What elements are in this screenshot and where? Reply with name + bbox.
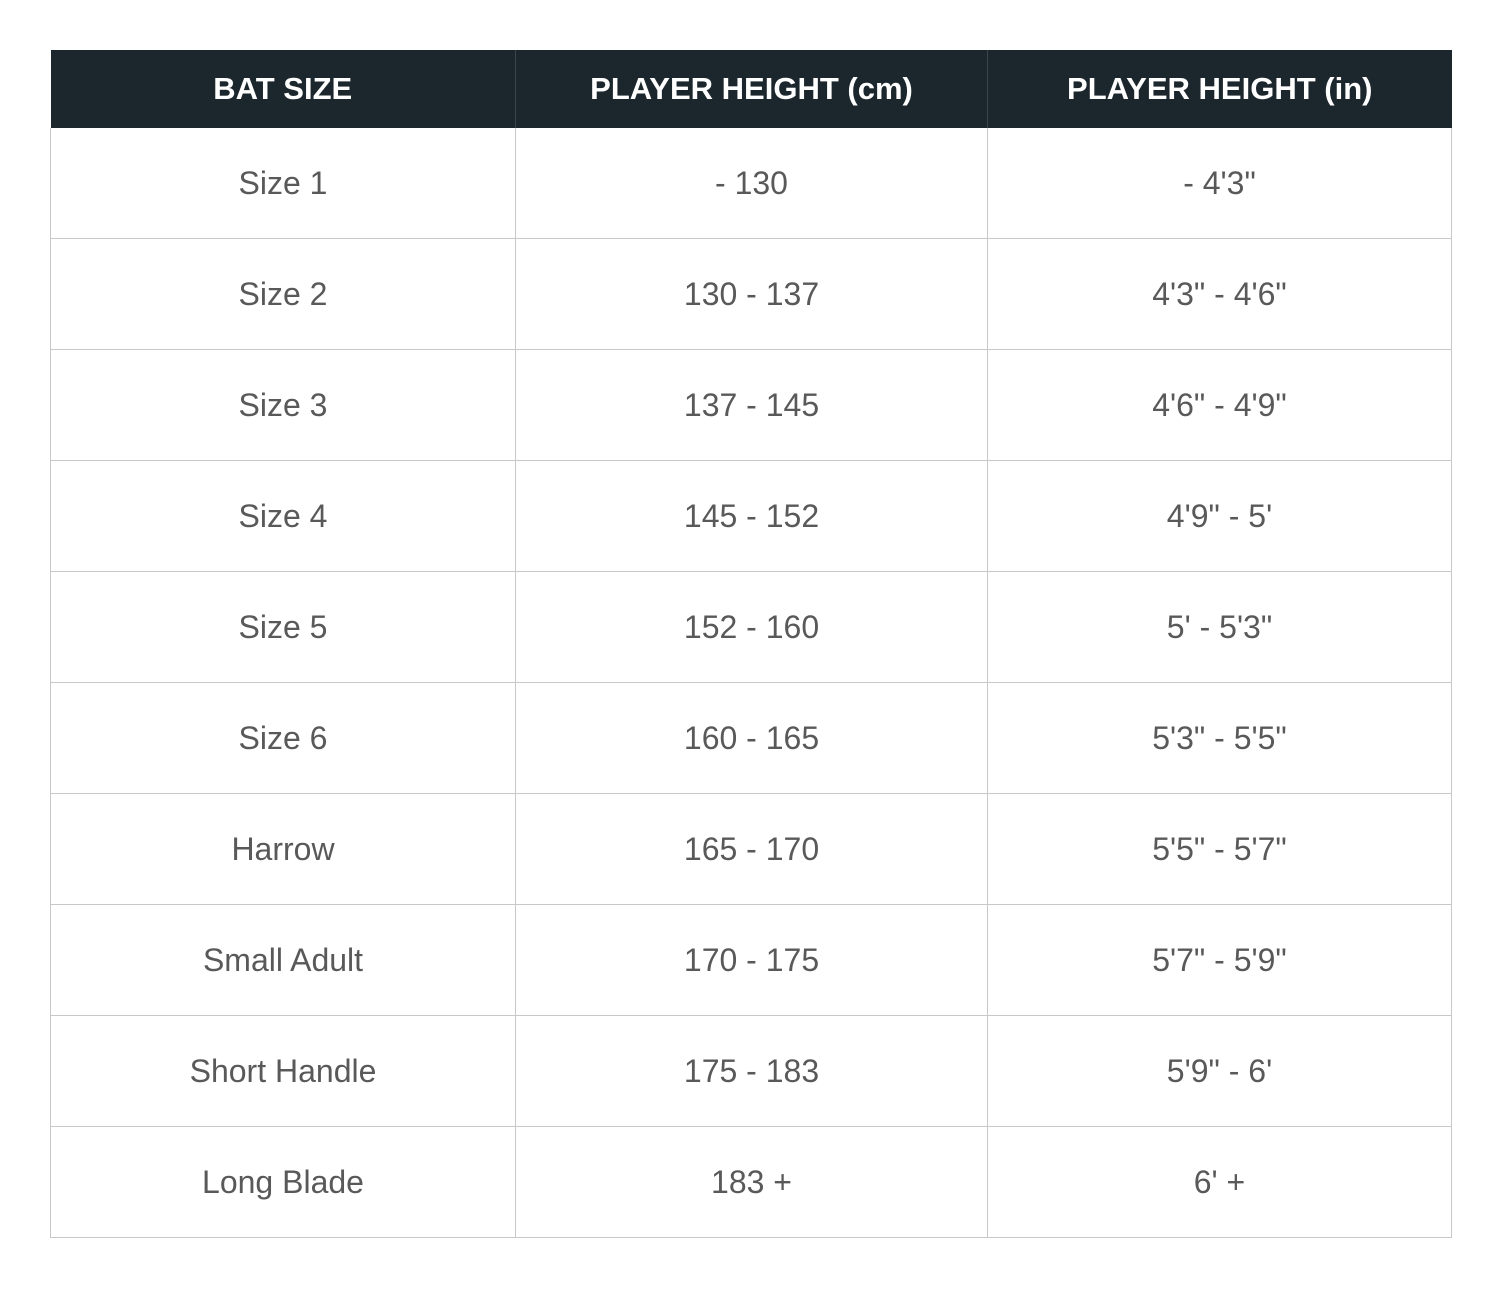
table-row: Small Adult 170 - 175 5'7" - 5'9" bbox=[50, 904, 1452, 1016]
height-in-cell: 5'9" - 6' bbox=[987, 1015, 1452, 1127]
height-cm-cell: 152 - 160 bbox=[515, 571, 988, 683]
bat-size-cell: Short Handle bbox=[50, 1015, 516, 1127]
height-in-cell: 4'9" - 5' bbox=[987, 460, 1452, 572]
height-in-cell: - 4'3" bbox=[987, 128, 1452, 239]
table-row: Short Handle 175 - 183 5'9" - 6' bbox=[50, 1015, 1452, 1127]
height-cm-cell: 130 - 137 bbox=[515, 238, 988, 350]
bat-size-cell: Size 2 bbox=[50, 238, 516, 350]
table-row: Size 5 152 - 160 5' - 5'3" bbox=[50, 571, 1452, 683]
bat-size-cell: Size 4 bbox=[50, 460, 516, 572]
bat-size-cell: Harrow bbox=[50, 793, 516, 905]
height-in-cell: 5'7" - 5'9" bbox=[987, 904, 1452, 1016]
column-header-height-cm: PLAYER HEIGHT (cm) bbox=[515, 50, 988, 128]
bat-size-table: BAT SIZE PLAYER HEIGHT (cm) PLAYER HEIGH… bbox=[50, 50, 1452, 1238]
height-in-cell: 5' - 5'3" bbox=[987, 571, 1452, 683]
bat-size-cell: Size 1 bbox=[50, 128, 516, 239]
table-header: BAT SIZE PLAYER HEIGHT (cm) PLAYER HEIGH… bbox=[50, 50, 1452, 128]
table-body: Size 1- 130- 4'3" Size 2 130 - 137 4'3" - 4… bbox=[50, 128, 1452, 1238]
height-in-cell: 5'5" - 5'7" bbox=[987, 793, 1452, 905]
height-cm-cell: 170 - 175 bbox=[515, 904, 988, 1016]
height-cm-cell: 175 - 183 bbox=[515, 1015, 988, 1127]
bat-size-cell: Size 6 bbox=[50, 682, 516, 794]
bat-size-cell: Size 3 bbox=[50, 349, 516, 461]
height-in-cell: 6' + bbox=[987, 1126, 1452, 1238]
column-header-bat-size: BAT SIZE bbox=[50, 50, 516, 128]
height-in-cell: 4'6" - 4'9" bbox=[987, 349, 1452, 461]
height-cm-cell: 145 - 152 bbox=[515, 460, 988, 572]
table-row: Size 2 130 - 137 4'3" - 4'6" bbox=[50, 238, 1452, 350]
table-row: Size 6 160 - 165 5'3" - 5'5" bbox=[50, 682, 1452, 794]
table-row: Size 3 137 - 145 4'6" - 4'9" bbox=[50, 349, 1452, 461]
height-cm-cell: 183 + bbox=[515, 1126, 988, 1238]
height-cm-cell: 160 - 165 bbox=[515, 682, 988, 794]
height-in-cell: 4'3" - 4'6" bbox=[987, 238, 1452, 350]
table-row: Harrow 165 - 170 5'5" - 5'7" bbox=[50, 793, 1452, 905]
height-cm-cell: - 130 bbox=[515, 128, 988, 239]
height-cm-cell: 165 - 170 bbox=[515, 793, 988, 905]
height-cm-cell: 137 - 145 bbox=[515, 349, 988, 461]
table-row: Size 4 145 - 152 4'9" - 5' bbox=[50, 460, 1452, 572]
column-header-height-in: PLAYER HEIGHT (in) bbox=[987, 50, 1452, 128]
table-row: Long Blade 183 +6' + bbox=[50, 1126, 1452, 1238]
bat-size-cell: Size 5 bbox=[50, 571, 516, 683]
height-in-cell: 5'3" - 5'5" bbox=[987, 682, 1452, 794]
bat-size-cell: Small Adult bbox=[50, 904, 516, 1016]
table-row: Size 1- 130- 4'3" bbox=[50, 128, 1452, 239]
bat-size-cell: Long Blade bbox=[50, 1126, 516, 1238]
